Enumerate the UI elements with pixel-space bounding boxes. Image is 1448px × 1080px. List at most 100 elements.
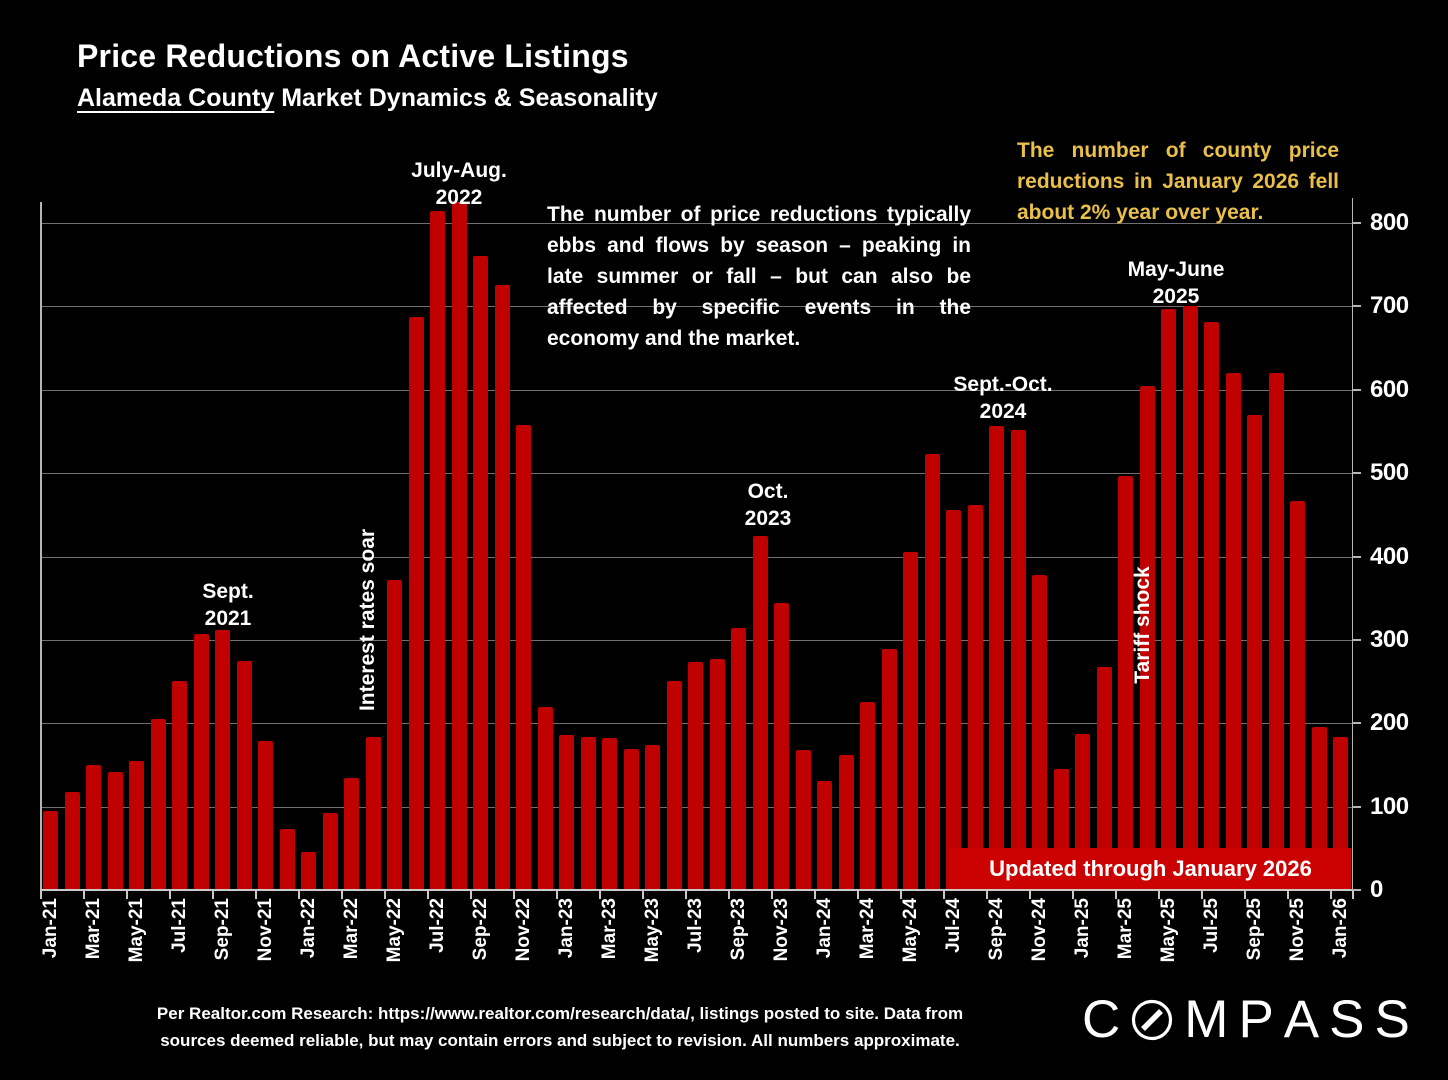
xtick-label-Jan-25: Jan-25	[1071, 898, 1093, 959]
annotation-oct-2023: Oct. 2023	[744, 480, 792, 530]
y-axis-right	[1351, 198, 1353, 890]
xtick-label-Nov-25: Nov-25	[1286, 898, 1308, 962]
bar-Feb-23	[580, 737, 596, 890]
ytick-mark-400	[1351, 555, 1361, 558]
bar-Mar-25	[1118, 475, 1134, 890]
xtick-label-Mar-25: Mar-25	[1114, 898, 1136, 960]
bar-Nov-22	[516, 424, 532, 890]
disclaimer-line-2: sources deemed reliable, but may contain…	[160, 1031, 960, 1050]
seasonality-note: The number of price reductions typically…	[547, 203, 971, 350]
y-axis-left	[40, 202, 42, 890]
xtick-label-May-24: May-24	[899, 898, 921, 963]
x-axis	[40, 889, 1354, 891]
gridline-800	[40, 223, 1352, 224]
bar-May-25	[1161, 308, 1177, 890]
ytick-mark-800	[1351, 222, 1361, 224]
xtick-mark-6	[298, 891, 300, 899]
subtitle-rest: Market Dynamics & Seasonality	[274, 84, 658, 112]
page-title: Price Reductions on Active Listings	[77, 38, 629, 74]
bar-May-21	[129, 760, 145, 890]
xtick-mark-25	[1115, 891, 1117, 899]
xtick-mark-23	[1029, 891, 1031, 899]
bar-Jun-23	[666, 680, 682, 890]
xtick-label-Jul-25: Jul-25	[1200, 898, 1222, 953]
xtick-mark-27	[1201, 891, 1203, 899]
bar-Oct-21	[236, 660, 252, 890]
xtick-mark-12	[556, 891, 558, 899]
bar-Jun-22	[408, 317, 424, 890]
bar-Dec-22	[537, 706, 553, 890]
xtick-mark-21	[943, 891, 945, 899]
bar-Dec-23	[795, 749, 811, 890]
bar-Mar-24	[860, 701, 876, 890]
bar-Jul-25	[1204, 322, 1220, 890]
bar-Jan-24	[817, 780, 833, 890]
xtick-label-Jan-22: Jan-22	[297, 898, 319, 959]
bar-Apr-23	[623, 749, 639, 890]
xtick-label-Sep-22: Sep-22	[469, 898, 491, 961]
bar-Nov-23	[774, 603, 790, 890]
ytick-mark-200	[1351, 722, 1361, 725]
xtick-mark-28	[1244, 891, 1246, 899]
xtick-label-Sep-25: Sep-25	[1243, 898, 1265, 961]
bar-Oct-24	[1010, 429, 1026, 890]
disclaimer-line-1: Per Realtor.com Research: https://www.re…	[156, 1004, 964, 1023]
bar-Sep-24	[989, 425, 1005, 890]
xtick-label-Mar-24: Mar-24	[856, 898, 878, 960]
bar-Jan-23	[559, 734, 575, 890]
ytick-label-400: 400	[1370, 542, 1409, 570]
subtitle-underlined: Alameda County	[77, 84, 275, 112]
page-subtitle: Alameda County Market Dynamics & Seasona…	[77, 84, 658, 113]
bar-Jul-23	[688, 661, 704, 890]
gridline-400	[40, 556, 1352, 558]
xtick-mark-14	[642, 891, 644, 899]
gridline-500	[40, 473, 1352, 475]
bar-Apr-24	[881, 649, 897, 890]
xtick-mark-24	[1072, 891, 1074, 899]
annotation-sept-2021: Sept. 2021	[202, 580, 254, 630]
bar-Jul-21	[172, 680, 188, 890]
annotation-sept-oct-2024: Sept.-Oct. 2024	[953, 373, 1053, 423]
bar-Aug-22	[451, 202, 467, 890]
bar-Nov-25	[1290, 501, 1306, 890]
xtick-mark-29	[1287, 891, 1289, 899]
xtick-mark-11	[513, 891, 515, 899]
bar-Oct-25	[1268, 373, 1284, 890]
xtick-label-Nov-22: Nov-22	[512, 898, 534, 962]
xtick-label-Nov-23: Nov-23	[770, 898, 792, 962]
gridline-300	[40, 639, 1352, 641]
bar-May-23	[645, 744, 661, 890]
bar-Feb-24	[838, 754, 854, 890]
annotation-tariff-shock: Tariff shock	[1131, 566, 1154, 684]
annotation-july-aug-2022: July-Aug. 2022	[411, 159, 507, 209]
bar-May-24	[903, 551, 919, 890]
xtick-label-Sep-21: Sep-21	[211, 898, 233, 961]
xtick-mark-13	[599, 891, 601, 899]
xtick-label-May-22: May-22	[383, 898, 405, 963]
ytick-label-700: 700	[1370, 292, 1409, 320]
ytick-label-200: 200	[1370, 709, 1409, 737]
ytick-mark-300	[1351, 638, 1361, 641]
xtick-mark-0	[40, 891, 42, 899]
xtick-label-Jul-24: Jul-24	[942, 898, 964, 953]
bar-Dec-21	[279, 829, 295, 890]
ytick-label-800: 800	[1370, 209, 1409, 236]
xtick-label-Jan-26: Jan-26	[1329, 898, 1351, 959]
xtick-mark-22	[986, 891, 988, 899]
annotation-interest-rates-soar: Interest rates soar	[356, 528, 379, 712]
xtick-label-Mar-22: Mar-22	[340, 898, 362, 960]
bar-Jan-22	[301, 851, 317, 890]
xtick-mark-19	[857, 891, 859, 899]
xtick-mark-5	[255, 891, 257, 899]
gridline-600	[40, 389, 1352, 391]
ytick-label-600: 600	[1370, 375, 1409, 403]
bar-Sep-22	[473, 256, 489, 890]
xtick-label-Jan-24: Jan-24	[813, 898, 835, 959]
bar-Nov-21	[258, 740, 274, 890]
bar-Jun-21	[150, 719, 166, 890]
bar-Apr-21	[107, 772, 123, 890]
xtick-mark-end	[1351, 891, 1354, 899]
xtick-label-Mar-21: Mar-21	[82, 898, 104, 960]
xtick-mark-30	[1330, 891, 1332, 899]
xtick-mark-17	[771, 891, 773, 899]
